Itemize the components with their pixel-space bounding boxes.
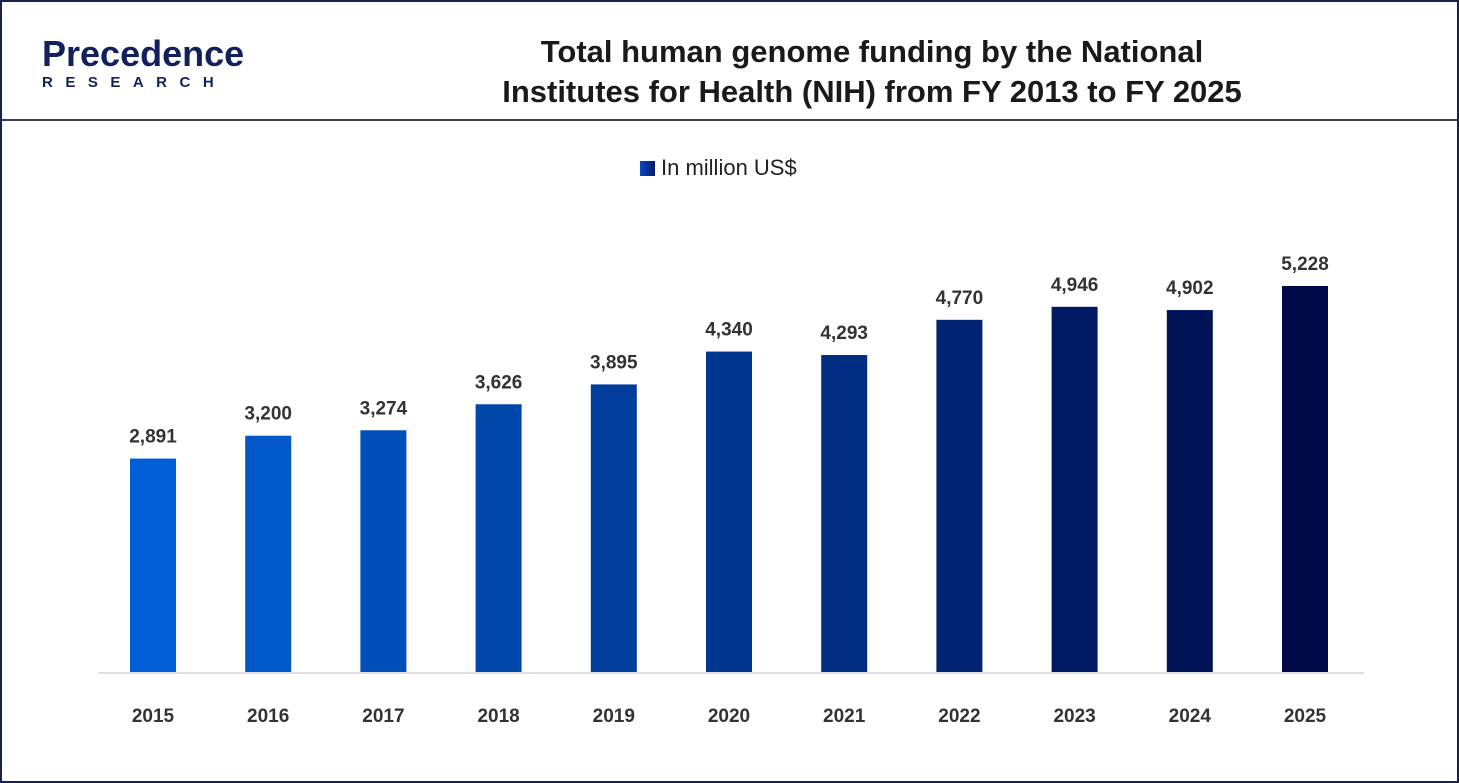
data-label: 3,626 [475, 372, 523, 393]
data-label: 3,895 [590, 352, 638, 373]
data-label: 4,293 [820, 323, 868, 344]
data-label: 4,946 [1051, 275, 1099, 296]
bar-2022 [936, 319, 983, 672]
chart-title: Total human genome funding by the Nation… [372, 32, 1372, 112]
bar-2020 [706, 351, 752, 672]
bar-2015 [130, 458, 176, 672]
data-label: 4,770 [936, 288, 984, 309]
legend-label: In million US$ [661, 155, 797, 180]
data-label: 2,891 [129, 427, 177, 448]
x-tick-label: 2019 [593, 706, 635, 727]
x-tick-label: 2021 [823, 706, 866, 727]
x-tick-label: 2016 [247, 706, 289, 727]
x-tick-label: 2025 [1284, 706, 1327, 727]
header: Precedence RESEARCH Total human genome f… [2, 2, 1457, 121]
x-tick-label: 2024 [1169, 706, 1212, 727]
x-tick-label: 2022 [938, 706, 980, 727]
data-label: 4,902 [1166, 278, 1214, 299]
x-tick-label: 2018 [477, 706, 519, 727]
data-label: 3,274 [360, 398, 408, 419]
data-label: 4,340 [705, 320, 753, 341]
bar-2021 [821, 355, 868, 672]
bar-2016 [245, 435, 292, 672]
x-tick-label: 2020 [708, 706, 750, 727]
bar-2017 [360, 430, 407, 672]
x-tick-label: 2015 [132, 706, 175, 727]
bar-2025 [1282, 286, 1328, 672]
title-line-1: Total human genome funding by the Nation… [540, 34, 1204, 69]
legend: In million US$ [640, 155, 797, 181]
legend-swatch [640, 160, 655, 176]
title-line-2: Institutes for Health (NIH) from FY 2013… [502, 74, 1242, 109]
x-tick-label: 2023 [1053, 706, 1095, 727]
x-tick-label: 2017 [362, 706, 404, 727]
logo-text: Precedence [42, 33, 245, 74]
logo-subtext: RESEARCH [42, 74, 227, 91]
bar-2024 [1166, 310, 1213, 672]
data-label: 3,200 [244, 404, 292, 425]
bar-2019 [590, 384, 637, 672]
logo: Precedence RESEARCH [42, 33, 245, 92]
bar-2023 [1051, 306, 1098, 672]
data-label: 5,228 [1281, 254, 1329, 275]
bar-2018 [475, 404, 522, 672]
